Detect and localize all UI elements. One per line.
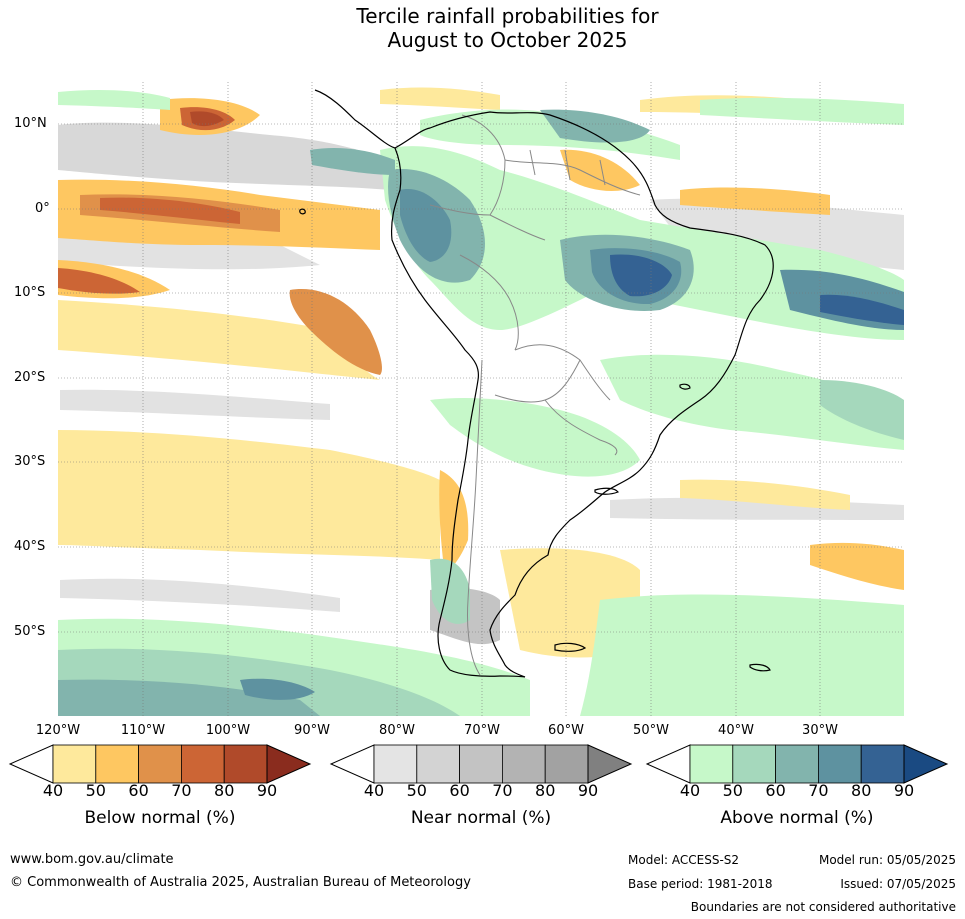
lon-label-50w: 50°W (633, 723, 669, 738)
lon-label-70w: 70°W (464, 723, 500, 738)
footer-website[interactable]: www.bom.gov.au/climate (10, 852, 174, 867)
country-boundaries (429, 114, 641, 676)
footer-copyright: © Commonwealth of Australia 2025, Austra… (10, 875, 471, 890)
lon-label-30w: 30°W (802, 723, 838, 738)
colorbar-0-segment-0 (52, 744, 97, 784)
footer-base-period: Base period: 1981-2018 (628, 877, 773, 891)
colorbar-1-tick-70: 70 (492, 781, 513, 800)
colorbar-2-segment-3 (818, 744, 862, 784)
lat-label-40s: 40°S (14, 539, 46, 554)
cb2-arrow (903, 744, 949, 784)
colorbar-1-segment-1 (416, 744, 460, 784)
colorbar-2-tick-70: 70 (808, 781, 829, 800)
colorbar-0-segment-3 (180, 744, 225, 784)
colorbar-0-tick-50: 50 (85, 781, 106, 800)
colorbar-1-tick-40: 40 (363, 781, 385, 800)
lat-label-50s: 50°S (14, 624, 46, 639)
colorbar-1-segment-3 (501, 744, 546, 784)
colorbar-1-tick-50: 50 (406, 781, 427, 800)
colorbar-1-tick-60: 60 (449, 781, 470, 800)
colorbar-0-tick-60: 60 (128, 781, 149, 800)
lon-label-100w: 100°W (205, 723, 251, 738)
cb0-arrow (266, 744, 312, 784)
colorbar-2-tick-80: 80 (851, 781, 872, 800)
colorbar-1-segment-2 (459, 744, 503, 784)
lat-label-20s: 20°S (14, 370, 46, 385)
lat-label-30s: 30°S (14, 454, 46, 469)
colorbar-title-near: Near normal (%) (410, 808, 552, 828)
colorbar-title-below: Below normal (%) (84, 808, 236, 828)
lon-label-40w: 40°W (718, 723, 754, 738)
above-normal-regions (58, 90, 904, 716)
colorbar-2-segment-2 (775, 744, 819, 784)
colorbar-0-tick-40: 40 (42, 781, 64, 800)
lat-label-10n: 10°N (14, 116, 47, 131)
colorbar-1-tick-80: 80 (535, 781, 556, 800)
colorbar-1-segment-0 (373, 744, 418, 784)
lon-label-120w: 120°W (35, 723, 81, 738)
lat-label-10s: 10°S (14, 285, 46, 300)
colorbar-below-normal (8, 744, 312, 784)
colorbar-2-segment-0 (689, 744, 734, 784)
footer-boundaries-note: Boundaries are not considered authoritat… (690, 900, 956, 914)
title-line-2: August to October 2025 (387, 28, 628, 52)
colorbar-2-tick-90: 90 (893, 781, 915, 800)
colorbar-title-above: Above normal (%) (720, 808, 874, 828)
colorbar-0-segment-4 (223, 744, 268, 784)
footer-model: Model: ACCESS-S2 (628, 853, 740, 867)
colorbar-2-segment-4 (860, 744, 905, 784)
cb1-arrow (587, 744, 633, 784)
colorbar-1-tick-90: 90 (577, 781, 599, 800)
colorbar-2-tick-60: 60 (765, 781, 786, 800)
colorbar-0-segment-1 (95, 744, 140, 784)
colorbar-1-segment-4 (544, 744, 589, 784)
colorbar-0-segment-2 (138, 744, 182, 784)
lon-label-80w: 80°W (379, 723, 415, 738)
colorbar-2-tick-40: 40 (679, 781, 701, 800)
footer-issued: Issued: 07/05/2025 (840, 877, 956, 891)
colorbar-0-tick-70: 70 (171, 781, 192, 800)
colorbar-near-normal (329, 744, 633, 784)
colorbar-2-segment-1 (732, 744, 776, 784)
colorbar-0-tick-80: 80 (214, 781, 235, 800)
title-line-1: Tercile rainfall probabilities for (356, 4, 659, 28)
map-area (58, 82, 904, 716)
coastline (299, 89, 774, 678)
colorbar-above-normal (645, 744, 949, 784)
lon-label-90w: 90°W (294, 723, 330, 738)
map-title: Tercile rainfall probabilities for Augus… (0, 4, 965, 52)
lat-label-0: 0° (35, 201, 50, 216)
colorbar-2-tick-50: 50 (722, 781, 743, 800)
lon-label-60w: 60°W (548, 723, 584, 738)
colorbar-0-tick-90: 90 (256, 781, 278, 800)
lon-label-110w: 110°W (120, 723, 166, 738)
footer-model-run: Model run: 05/05/2025 (818, 853, 956, 867)
gridlines (58, 82, 904, 716)
